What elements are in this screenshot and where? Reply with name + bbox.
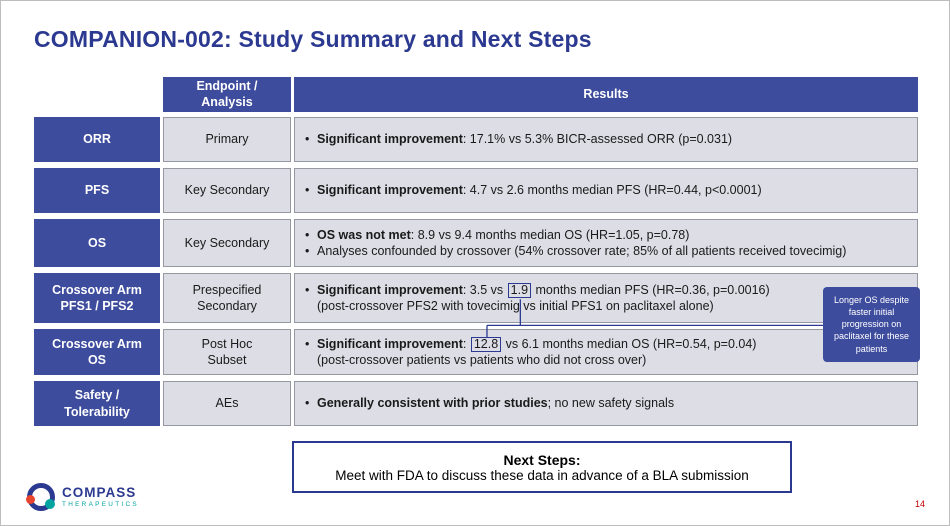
results-os: OS was not met: 8.9 vs 9.4 months median… bbox=[294, 219, 918, 267]
result-bullet: Significant improvement: 12.8 vs 6.1 mon… bbox=[305, 336, 756, 353]
logo-subtitle: THERAPEUTICS bbox=[62, 501, 139, 509]
compass-therapeutics-logo: COMPASS THERAPEUTICS bbox=[26, 483, 139, 511]
result-bullet: Significant improvement: 17.1% vs 5.3% B… bbox=[305, 131, 732, 147]
highlighted-value-os: 12.8 bbox=[470, 336, 502, 353]
row-label-safety: Safety / Tolerability bbox=[34, 381, 160, 426]
row-label-crossover-pfs: Crossover Arm PFS1 / PFS2 bbox=[34, 273, 160, 323]
analysis-crossover-pfs: Prespecified Secondary bbox=[163, 273, 291, 323]
results-pfs: Significant improvement: 4.7 vs 2.6 mont… bbox=[294, 168, 918, 213]
analysis-os: Key Secondary bbox=[163, 219, 291, 267]
highlighted-value-pfs1: 1.9 bbox=[507, 282, 532, 299]
compass-logo-icon bbox=[26, 483, 55, 511]
row-label-crossover-os: Crossover Arm OS bbox=[34, 329, 160, 375]
analysis-safety: AEs bbox=[163, 381, 291, 426]
result-bullet: Analyses confounded by crossover (54% cr… bbox=[305, 243, 846, 259]
table-row-crossover-os: Crossover Arm OS Post Hoc Subset Signifi… bbox=[34, 329, 918, 375]
logo-teal-dot bbox=[45, 499, 55, 509]
logo-name: COMPASS bbox=[62, 484, 137, 500]
row-label-orr: ORR bbox=[34, 117, 160, 162]
table-header-row: Endpoint / Analysis Results bbox=[34, 77, 918, 112]
result-continuation: (post-crossover patients vs patients who… bbox=[317, 353, 647, 368]
page-number: 14 bbox=[914, 499, 925, 509]
table-row-safety: Safety / Tolerability AEs Generally cons… bbox=[34, 381, 918, 426]
callout: Longer OS despite faster initial progres… bbox=[823, 287, 920, 362]
table-row-crossover-pfs: Crossover Arm PFS1 / PFS2 Prespecified S… bbox=[34, 273, 918, 323]
results-crossover-pfs: Significant improvement: 3.5 vs 1.9 mont… bbox=[294, 273, 918, 323]
next-steps-body: Meet with FDA to discuss these data in a… bbox=[335, 467, 749, 483]
result-bullet: Generally consistent with prior studies;… bbox=[305, 395, 674, 411]
analysis-crossover-os: Post Hoc Subset bbox=[163, 329, 291, 375]
next-steps-heading: Next Steps: bbox=[503, 451, 581, 468]
table-row-orr: ORR Primary Significant improvement: 17.… bbox=[34, 117, 918, 162]
row-label-os: OS bbox=[34, 219, 160, 267]
analysis-pfs: Key Secondary bbox=[163, 168, 291, 213]
result-continuation: (post-crossover PFS2 with tovecimig vs i… bbox=[317, 299, 714, 314]
result-bullet: Significant improvement: 3.5 vs 1.9 mont… bbox=[305, 282, 770, 299]
results-crossover-os: Significant improvement: 12.8 vs 6.1 mon… bbox=[294, 329, 918, 375]
table-row-pfs: PFS Key Secondary Significant improvemen… bbox=[34, 168, 918, 213]
table-row-os: OS Key Secondary OS was not met: 8.9 vs … bbox=[34, 219, 918, 267]
analysis-orr: Primary bbox=[163, 117, 291, 162]
col-header-endpoint-analysis: Endpoint / Analysis bbox=[163, 77, 291, 112]
results-orr: Significant improvement: 17.1% vs 5.3% B… bbox=[294, 117, 918, 162]
logo-red-dot bbox=[26, 495, 35, 504]
logo-text: COMPASS THERAPEUTICS bbox=[62, 486, 139, 509]
callout-text: Longer OS despite faster initial progres… bbox=[833, 295, 910, 354]
results-safety: Generally consistent with prior studies;… bbox=[294, 381, 918, 426]
slide-title: COMPANION-002: Study Summary and Next St… bbox=[34, 26, 592, 52]
row-label-pfs: PFS bbox=[34, 168, 160, 213]
col-header-results: Results bbox=[294, 77, 918, 112]
result-bullet: OS was not met: 8.9 vs 9.4 months median… bbox=[305, 227, 689, 243]
next-steps-box: Next Steps: Meet with FDA to discuss the… bbox=[292, 441, 792, 493]
summary-table: Endpoint / Analysis Results ORR Primary … bbox=[34, 77, 918, 432]
result-bullet: Significant improvement: 4.7 vs 2.6 mont… bbox=[305, 182, 762, 198]
header-spacer bbox=[34, 77, 160, 112]
